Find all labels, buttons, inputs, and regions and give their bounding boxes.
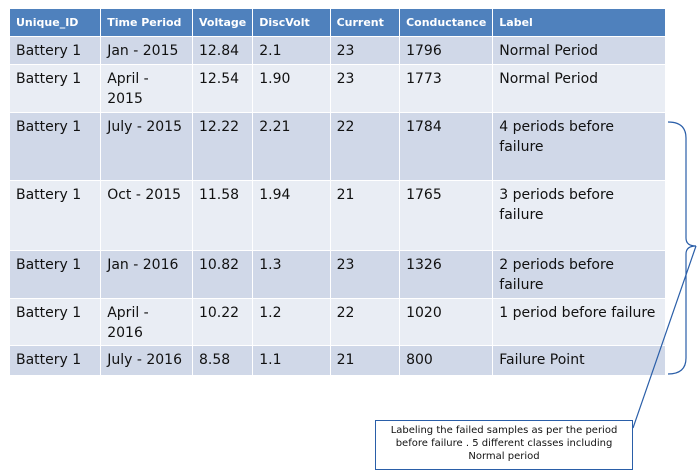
cell-conductance: 1765 xyxy=(400,180,494,250)
cell-voltage: 12.22 xyxy=(192,112,254,180)
cell-discvolt: 1.1 xyxy=(253,345,331,375)
cell-voltage: 12.54 xyxy=(192,64,254,112)
cell-time-period: April - 2015 xyxy=(101,64,193,112)
cell-label: 3 periods before failure xyxy=(493,180,665,250)
table-row: Battery 1 July - 2015 12.22 2.21 22 1784… xyxy=(10,112,665,180)
cell-voltage: 11.58 xyxy=(192,180,254,250)
header-time-period: Time Period xyxy=(101,9,193,36)
cell-current: 22 xyxy=(330,112,401,180)
cell-discvolt: 1.94 xyxy=(253,180,331,250)
table-row: Battery 1 April - 2016 10.22 1.2 22 1020… xyxy=(10,298,665,345)
header-discvolt: DiscVolt xyxy=(253,9,331,36)
cell-conductance: 1020 xyxy=(400,298,494,345)
cell-current: 21 xyxy=(330,345,401,375)
cell-time-period: Oct - 2015 xyxy=(101,180,193,250)
cell-conductance: 1773 xyxy=(400,64,494,112)
table-row: Battery 1 April - 2015 12.54 1.90 23 177… xyxy=(10,64,665,112)
cell-unique-id: Battery 1 xyxy=(10,250,102,298)
cell-unique-id: Battery 1 xyxy=(10,64,102,112)
cell-unique-id: Battery 1 xyxy=(10,345,102,375)
cell-current: 22 xyxy=(330,298,401,345)
cell-conductance: 800 xyxy=(400,345,494,375)
callout-text: Labeling the failed samples as per the p… xyxy=(390,425,618,462)
header-voltage: Voltage xyxy=(193,9,254,36)
cell-unique-id: Battery 1 xyxy=(10,36,102,64)
cell-voltage: 12.84 xyxy=(192,36,254,64)
callout-box: Labeling the failed samples as per the p… xyxy=(375,420,633,470)
header-conductance: Conductance xyxy=(400,9,494,36)
table-row: Battery 1 July - 2016 8.58 1.1 21 800 Fa… xyxy=(10,345,665,375)
cell-unique-id: Battery 1 xyxy=(10,180,102,250)
table-row: Battery 1 Jan - 2016 10.82 1.3 23 1326 2… xyxy=(10,250,665,298)
header-label: Label xyxy=(499,16,533,29)
cell-label: Failure Point xyxy=(493,345,665,375)
cell-unique-id: Battery 1 xyxy=(10,298,102,345)
cell-conductance: 1784 xyxy=(400,112,494,180)
cell-voltage: 10.22 xyxy=(192,298,254,345)
cell-conductance: 1326 xyxy=(400,250,494,298)
cell-label: 2 periods before failure xyxy=(493,250,665,298)
cell-current: 23 xyxy=(330,250,401,298)
cell-time-period: Jan - 2015 xyxy=(101,36,193,64)
table-row: Battery 1 Oct - 2015 11.58 1.94 21 1765 … xyxy=(10,180,665,250)
cell-discvolt: 1.90 xyxy=(253,64,331,112)
curly-brace xyxy=(667,121,697,375)
cell-conductance: 1796 xyxy=(400,36,494,64)
cell-label: Normal Period xyxy=(493,36,665,64)
table-row: Battery 1 Jan - 2015 12.84 2.1 23 1796 N… xyxy=(10,36,665,64)
cell-voltage: 8.58 xyxy=(192,345,254,375)
cell-discvolt: 1.2 xyxy=(253,298,331,345)
cell-voltage: 10.82 xyxy=(192,250,254,298)
header-unique-id: Unique_ID xyxy=(10,9,102,36)
cell-time-period: July - 2015 xyxy=(101,112,193,180)
cell-current: 21 xyxy=(330,180,401,250)
cell-discvolt: 2.21 xyxy=(253,112,331,180)
cell-time-period: April - 2016 xyxy=(101,298,193,345)
cell-discvolt: 1.3 xyxy=(253,250,331,298)
cell-time-period: July - 2016 xyxy=(101,345,193,375)
cell-current: 23 xyxy=(330,64,401,112)
cell-current: 23 xyxy=(330,36,401,64)
cell-unique-id: Battery 1 xyxy=(10,112,102,180)
cell-discvolt: 2.1 xyxy=(253,36,331,64)
cell-label: 4 periods before failure xyxy=(493,112,665,180)
cell-label: 1 period before failure xyxy=(493,298,665,345)
battery-data-table: Unique_ID Time Period Voltage DiscVolt C… xyxy=(10,9,665,375)
table-header-row: Unique_ID Time Period Voltage DiscVolt C… xyxy=(10,9,665,36)
cell-time-period: Jan - 2016 xyxy=(101,250,193,298)
cell-label: Normal Period xyxy=(493,64,665,112)
header-current: Current xyxy=(331,9,401,36)
